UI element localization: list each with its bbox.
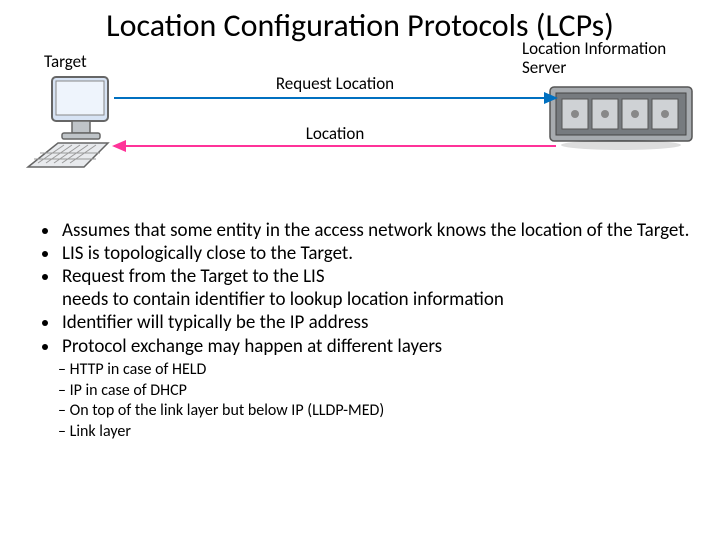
label-target: Target xyxy=(44,51,87,72)
list-item: IP in case of DHCP xyxy=(58,381,696,402)
desktop-computer-icon xyxy=(24,73,119,183)
diagram-area: Target Location Information Server xyxy=(24,51,696,211)
list-item: Assumes that some entity in the access n… xyxy=(60,219,696,242)
label-response: Location xyxy=(114,123,556,144)
label-request: Request Location xyxy=(114,73,556,94)
arrow-response xyxy=(114,145,556,147)
bullet-list: Assumes that some entity in the access n… xyxy=(24,219,696,358)
list-item: Identifier will typically be the IP addr… xyxy=(60,311,696,334)
rack-server-icon xyxy=(546,77,696,157)
list-item: Protocol exchange may happen at differen… xyxy=(60,335,696,358)
arrowhead-request xyxy=(544,92,558,104)
list-item: Link layer xyxy=(58,422,696,443)
list-item: HTTP in case of HELD xyxy=(58,360,696,381)
arrow-request xyxy=(114,97,556,99)
arrow-group: Request Location Location xyxy=(114,73,556,183)
list-item: Request from the Target to the LIS needs… xyxy=(60,265,696,311)
arrowhead-response xyxy=(112,140,126,152)
list-item: On top of the link layer but below IP (L… xyxy=(58,401,696,422)
list-item: LIS is topologically close to the Target… xyxy=(60,242,696,265)
sub-bullet-list: HTTP in case of HELD IP in case of DHCP … xyxy=(58,360,696,443)
